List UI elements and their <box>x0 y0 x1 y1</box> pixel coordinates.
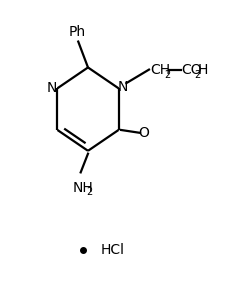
Text: CO: CO <box>181 63 202 76</box>
Text: N: N <box>118 80 128 94</box>
Text: 2: 2 <box>194 70 200 80</box>
Text: 2: 2 <box>164 70 170 80</box>
Text: NH: NH <box>72 181 93 195</box>
Text: CH: CH <box>150 63 170 76</box>
Text: 2: 2 <box>86 188 93 197</box>
Text: H: H <box>197 63 208 76</box>
Text: HCl: HCl <box>100 243 124 257</box>
Text: N: N <box>47 81 57 95</box>
Text: O: O <box>139 126 150 140</box>
Text: Ph: Ph <box>68 25 86 38</box>
